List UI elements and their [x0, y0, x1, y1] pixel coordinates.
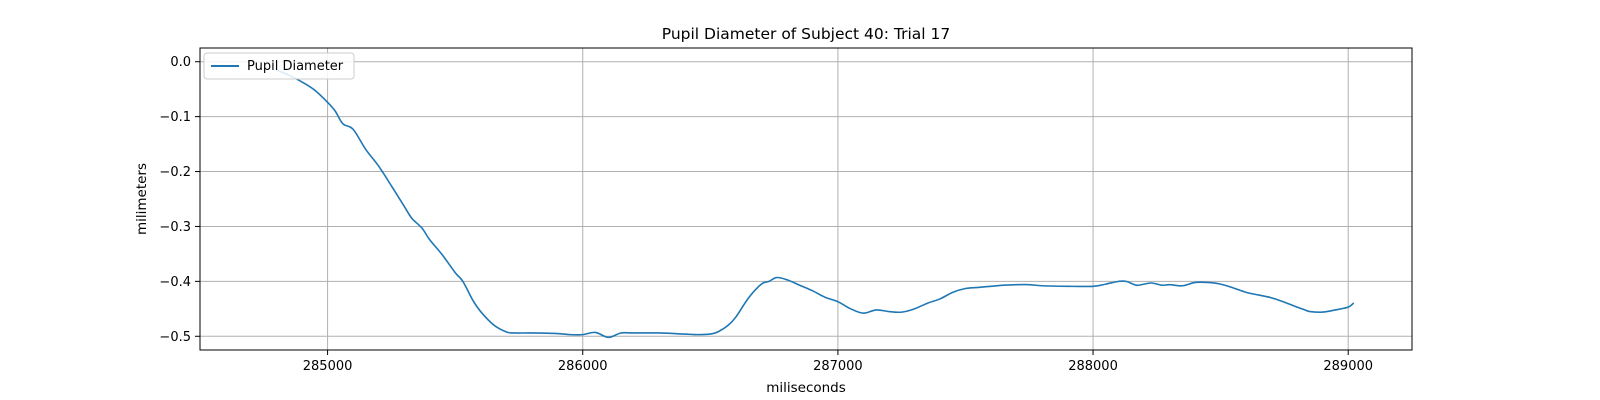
plot-area-frame — [199, 47, 1413, 351]
x-tick-label: 288000 — [1068, 359, 1118, 374]
x-axis-label: miliseconds — [766, 380, 846, 396]
legend-box — [203, 52, 355, 80]
x-axis-ticks: 285000 286000 287000 288000 289000 — [303, 350, 1373, 374]
x-tick-label: 286000 — [558, 359, 608, 374]
chart-title: Pupil Diameter of Subject 40: Trial 17 — [662, 25, 951, 43]
x-tick-label: 289000 — [1323, 359, 1373, 374]
y-tick-label: −0.3 — [159, 220, 191, 235]
y-tick-label: −0.5 — [159, 330, 191, 345]
y-tick-label: −0.1 — [159, 110, 191, 125]
x-tick-label: 285000 — [303, 359, 353, 374]
y-axis-ticks: 0.0 −0.1 −0.2 −0.3 −0.4 −0.5 — [159, 55, 200, 345]
legend-label-pupil-diameter: Pupil Diameter — [247, 59, 344, 74]
x-tick-label: 287000 — [813, 359, 863, 374]
y-tick-label: 0.0 — [170, 55, 191, 70]
legend: Pupil Diameter — [203, 52, 355, 80]
y-axis-label: milimeters — [134, 163, 150, 235]
y-tick-label: −0.4 — [159, 275, 191, 290]
series-layer — [275, 69, 1355, 339]
series-line-pupil-diameter — [275, 69, 1355, 339]
y-tick-label: −0.2 — [159, 165, 191, 180]
grid-lines — [200, 48, 1412, 350]
